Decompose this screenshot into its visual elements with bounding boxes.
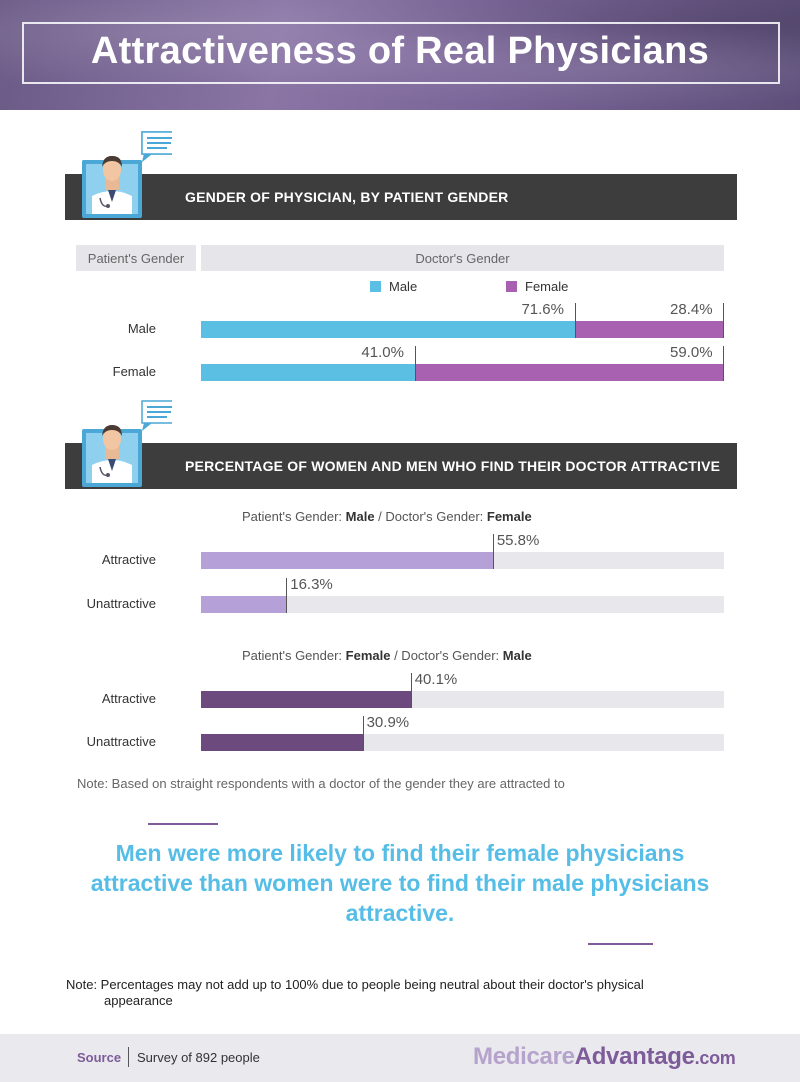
- bar-unattractive: [201, 734, 363, 751]
- legend-male-swatch: [370, 281, 381, 292]
- legend-female-swatch: [506, 281, 517, 292]
- value-tick-end: [723, 303, 724, 338]
- section2-heading: PERCENTAGE OF WOMEN AND MEN WHO FIND THE…: [185, 458, 721, 474]
- value-label-unattractive: 16.3%: [290, 576, 333, 593]
- quote-line-bottom: [588, 943, 653, 945]
- bar-attractive: [201, 691, 411, 708]
- legend-male-label: Male: [389, 279, 418, 294]
- group2-patient-gender: Female: [345, 648, 391, 663]
- value-tick: [492, 534, 494, 569]
- value-tick: [415, 346, 417, 381]
- title-frame: [22, 22, 780, 84]
- percentage-note-line1: Note: Percentages may not add up to 100%…: [66, 977, 644, 992]
- source-label: Source: [77, 1050, 122, 1065]
- legend-female-label: Female: [525, 279, 569, 294]
- section2-note: Note: Based on straight respondents with…: [77, 776, 565, 791]
- group2-mid: / Doctor's Gender:: [390, 648, 503, 663]
- percentage-note-line2: appearance: [104, 993, 173, 1008]
- value-tick: [575, 303, 577, 338]
- section1-heading-bar: GENDER OF PHYSICIAN, BY PATIENT GENDER: [65, 174, 737, 220]
- group1-patient-gender: Male: [345, 509, 375, 524]
- brand-part2: Advantage: [574, 1043, 695, 1070]
- value-tick-end: [723, 346, 724, 381]
- footer: Source Survey of 892 people MedicareAdva…: [0, 1034, 800, 1082]
- legend-female: Female: [506, 279, 568, 294]
- value-label-female: 28.4%: [670, 301, 713, 318]
- row-label-unattractive: Unattractive: [86, 596, 156, 611]
- brand-part1: Medicare: [473, 1043, 575, 1070]
- row-label-attractive: Attractive: [101, 552, 156, 567]
- section1-heading: GENDER OF PHYSICIAN, BY PATIENT GENDER: [185, 189, 509, 205]
- patient-gender-header: Patient's Gender: [76, 245, 196, 271]
- doctor-icon-overlay: [82, 131, 172, 218]
- group1-doctor-gender: Female: [486, 509, 532, 524]
- doctor-icon-2: [82, 400, 172, 487]
- bar-track: [201, 596, 724, 613]
- value-label-attractive: 55.8%: [496, 532, 540, 549]
- group1-mid: / Doctor's Gender:: [374, 509, 487, 524]
- bar-female-doctor: [575, 321, 724, 338]
- legend-male: Male: [370, 279, 417, 294]
- row-label-unattractive: Unattractive: [86, 734, 156, 749]
- value-label-female: 59.0%: [670, 344, 713, 361]
- bar-female-doctor: [415, 364, 724, 381]
- row-label-attractive: Attractive: [101, 691, 156, 706]
- bar-male-doctor: [201, 321, 576, 338]
- bar-attractive: [201, 552, 493, 569]
- page-title: Attractiveness of Real Physicians: [90, 30, 710, 72]
- highlight-quote: Men were more likely to find their femal…: [90, 840, 710, 926]
- bar-male-doctor: [201, 364, 416, 381]
- doctor-gender-header: Doctor's Gender: [201, 245, 724, 271]
- section2-heading-bar: PERCENTAGE OF WOMEN AND MEN WHO FIND THE…: [65, 443, 737, 489]
- value-tick: [286, 578, 288, 613]
- value-label-attractive: 40.1%: [414, 671, 458, 688]
- row-label-male: Male: [127, 321, 156, 336]
- quote-line-top: [148, 823, 218, 825]
- row-label-female: Female: [112, 364, 156, 379]
- source-text: Survey of 892 people: [137, 1050, 260, 1065]
- header-background: [0, 0, 800, 110]
- brand-logo[interactable]: MedicareAdvantage.com: [473, 1043, 736, 1071]
- group1-subtitle: Patient's Gender: Male / Doctor's Gender…: [242, 509, 532, 524]
- group1-prefix: Patient's Gender:: [242, 509, 346, 524]
- header-banner: Attractiveness of Real Physicians: [0, 0, 800, 110]
- value-label-male: 41.0%: [361, 344, 404, 361]
- source-separator: [128, 1047, 129, 1067]
- value-tick: [410, 673, 412, 708]
- percentage-note: Note: Percentages may not add up to 100%…: [66, 977, 746, 1009]
- group2-prefix: Patient's Gender:: [242, 648, 346, 663]
- group2-doctor-gender: Male: [502, 648, 532, 663]
- value-label-unattractive: 30.9%: [366, 714, 410, 731]
- value-label-male: 71.6%: [521, 301, 564, 318]
- value-tick: [362, 716, 364, 751]
- group2-subtitle: Patient's Gender: Female / Doctor's Gend…: [242, 648, 532, 663]
- bar-unattractive: [201, 596, 287, 613]
- brand-part3: .com: [694, 1048, 736, 1068]
